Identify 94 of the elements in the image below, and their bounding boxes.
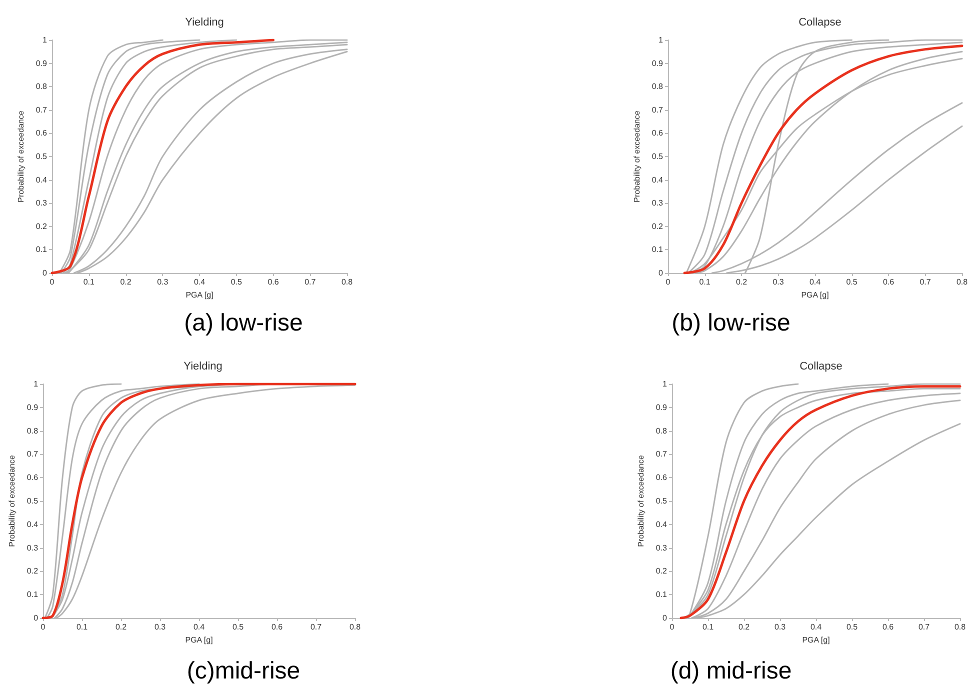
y-tick-label: 0.8: [26, 426, 39, 436]
y-tick-label: 0.4: [652, 175, 664, 184]
y-tick-label: 0.9: [36, 58, 48, 68]
y-tick-label: 0.7: [26, 450, 39, 459]
y-tick-label: 0.8: [36, 82, 48, 92]
text: (c)mid-rise: [186, 658, 300, 684]
y-tick-label: 0.2: [36, 222, 48, 231]
y-tick-label: 0.3: [656, 543, 668, 552]
text: (b) low-rise: [672, 310, 790, 336]
y-axis-title: Probability of exceedance: [8, 454, 16, 547]
y-tick-label: 0.4: [26, 520, 39, 529]
y-tick-label: 0.1: [36, 245, 48, 254]
x-tick-label: 0.3: [772, 278, 784, 286]
y-tick-label: 0.5: [652, 152, 664, 161]
y-tick-label: 0: [34, 614, 39, 622]
x-tick-label: 0.8: [954, 622, 966, 632]
y-tick-label: 0.8: [656, 426, 668, 436]
x-tick-label: 0.3: [154, 622, 166, 632]
y-tick-label: 0: [662, 614, 668, 622]
x-axis-title: PGA [g]: [186, 290, 214, 300]
y-tick-label: 0: [658, 268, 664, 278]
y-tick-label: 0.4: [656, 520, 668, 529]
x-tick-label: 0: [670, 622, 675, 632]
y-tick-label: 0.5: [36, 152, 48, 161]
y-tick-label: 0.3: [36, 198, 48, 208]
x-axis-title: PGA [g]: [801, 290, 829, 300]
y-tick-label: 0: [42, 268, 48, 278]
x-tick-label: 0.6: [271, 622, 284, 632]
x-tick-label: 0.2: [115, 622, 128, 632]
chart-title: Collapse: [800, 360, 842, 372]
y-tick-label: 0.2: [26, 566, 39, 576]
y-tick-label: 1: [34, 380, 39, 388]
y-tick-label: 0.7: [36, 105, 48, 114]
y-tick-label: 0.6: [652, 128, 664, 138]
y-tick-label: 0.7: [656, 450, 668, 459]
x-tick-label: 0.7: [918, 622, 930, 632]
x-tick-label: 0.4: [810, 622, 822, 632]
x-tick-label: 0.3: [774, 622, 786, 632]
x-tick-label: 0.4: [809, 278, 822, 286]
y-tick-label: 1: [662, 380, 668, 388]
x-tick-label: 0.3: [157, 278, 169, 286]
y-tick-label: 0.6: [26, 473, 39, 482]
x-tick-label: 0.1: [702, 622, 714, 632]
x-tick-label: 0.5: [230, 278, 242, 286]
y-tick-label: 0.9: [656, 402, 668, 412]
text: (d) mid-rise: [670, 658, 792, 684]
y-tick-label: 0.1: [652, 245, 664, 254]
y-axis-title: Probability of exceedance: [632, 110, 642, 202]
y-tick-label: 0.9: [26, 402, 39, 412]
y-tick-label: 0.2: [656, 566, 668, 576]
x-tick-label: 0.5: [232, 622, 244, 632]
x-tick-label: 0.1: [699, 278, 711, 286]
x-tick-label: 0.8: [349, 622, 362, 632]
x-tick-label: 0.4: [193, 622, 206, 632]
x-tick-label: 0.2: [738, 622, 750, 632]
x-tick-label: 0.6: [882, 278, 895, 286]
x-tick-label: 0.4: [194, 278, 206, 286]
x-tick-label: 0.7: [304, 278, 316, 286]
x-tick-label: 0.7: [310, 622, 322, 632]
chart-title: Yielding: [185, 16, 224, 28]
x-tick-label: 0.2: [736, 278, 748, 286]
x-tick-label: 0: [50, 278, 55, 286]
x-tick-label: 0.6: [268, 278, 280, 286]
y-tick-label: 0.6: [36, 128, 48, 138]
y-tick-label: 0.5: [26, 496, 39, 506]
x-tick-label: 0.5: [846, 278, 858, 286]
x-tick-label: 0.8: [341, 278, 354, 286]
chart-title: Collapse: [798, 16, 842, 28]
x-tick-label: 0.8: [956, 278, 968, 286]
x-tick-label: 0.5: [846, 622, 858, 632]
y-tick-label: 0.6: [656, 473, 668, 482]
y-tick-label: 0.2: [652, 222, 664, 231]
y-tick-label: 0.3: [652, 198, 664, 208]
x-tick-label: 0.6: [882, 622, 894, 632]
x-tick-label: 0.2: [120, 278, 132, 286]
y-tick-label: 0.1: [656, 590, 668, 600]
y-tick-label: 1: [42, 36, 48, 44]
y-axis-title: Probability of exceedance: [16, 110, 26, 202]
x-tick-label: 0.1: [76, 622, 88, 632]
y-tick-label: 0.9: [652, 58, 664, 68]
y-axis-title: Probability of exceedance: [636, 454, 646, 547]
x-tick-label: 0.1: [83, 278, 95, 286]
x-axis-title: PGA [g]: [802, 635, 830, 644]
y-tick-label: 0.5: [656, 496, 668, 506]
y-tick-label: 0.3: [26, 543, 39, 552]
y-tick-label: 0.8: [652, 82, 664, 92]
y-tick-label: 0.7: [652, 105, 664, 114]
x-axis-title: PGA [g]: [185, 635, 213, 644]
chart-title: Yielding: [184, 360, 222, 372]
y-tick-label: 1: [658, 36, 664, 44]
text: (a) low-rise: [184, 310, 303, 336]
y-tick-label: 0.4: [36, 175, 48, 184]
y-tick-label: 0.1: [26, 590, 39, 600]
x-tick-label: 0.7: [920, 278, 932, 286]
